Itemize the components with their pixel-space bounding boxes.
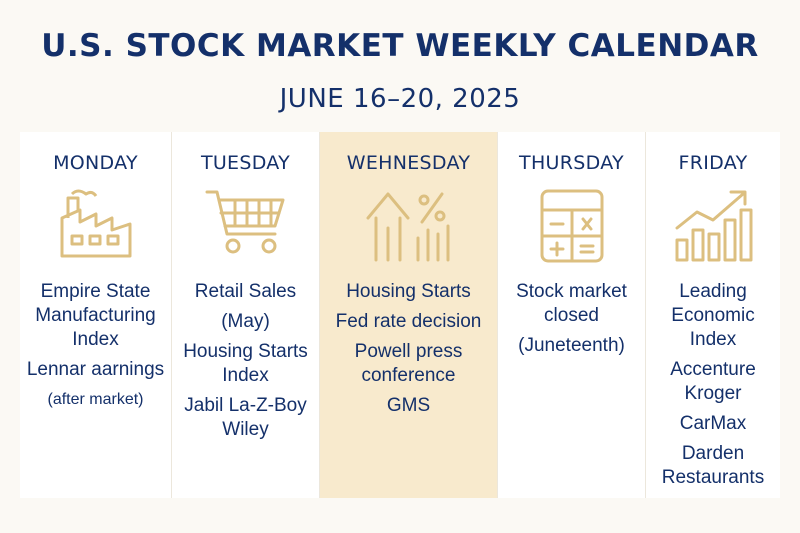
day-name: THURSDAY [519,152,624,174]
rising-chart-icon [675,190,753,262]
day-name: MONDAY [53,152,138,174]
event-item: CarMax [679,413,747,434]
events-list: Leading Economic Index Accenture Kroger … [650,280,776,496]
event-item: Lennar aarnings [26,359,165,380]
day-column-friday: FRIDAY Leading Economic Index Accenture … [646,132,780,498]
page-title: U.S. STOCK MARKET WEEKLY CALENDAR [41,28,759,64]
day-name: TUESDAY [200,152,291,174]
day-column-monday: MONDAY Empire State Manufacturing Index … [20,132,172,498]
event-item: Fed rate decision [335,311,482,332]
day-name: WEHNESDAY [346,152,471,174]
event-item: (after market) [47,391,144,408]
week-calendar: MONDAY Empire State Manufacturing Index … [20,132,780,498]
day-column-wednesday: WEHNESDAY Housing Starts Fed rate decisi… [320,132,498,498]
day-column-tuesday: TUESDAY Retail Sales (May) Housing Start… [172,132,320,498]
event-item: (Juneteenth) [518,335,625,356]
calculator-icon [540,189,603,263]
events-list: Stock market closed (Juneteenth) [502,280,641,364]
event-item: Powell press conference [354,341,463,386]
event-item: Jabil La-Z-Boy Wiley [184,395,307,440]
day-column-thursday: THURSDAY Stock market closed (Juneteenth… [498,132,646,498]
house-percent-icon [366,192,449,262]
event-item: GMS [386,395,431,416]
event-item: Empire State Manufacturing Index [35,281,156,350]
event-item: Leading Economic Index [671,281,755,350]
event-item: Housing Starts Index [183,341,308,386]
factory-icon [60,189,131,258]
date-range: JUNE 16–20, 2025 [279,84,521,114]
event-item: Stock market closed [516,281,627,326]
shopping-cart-icon [205,190,284,254]
event-item: Accenture Kroger [670,359,756,404]
events-list: Housing Starts Fed rate decision Powell … [324,280,493,424]
event-item: Darden Restaurants [661,443,765,488]
events-list: Empire State Manufacturing Index Lennar … [24,280,167,418]
event-item: (May) [221,311,270,332]
event-item: Retail Sales [194,281,297,302]
events-list: Retail Sales (May) Housing Starts Index … [176,280,315,448]
day-name: FRIDAY [678,152,748,174]
event-item: Housing Starts [346,281,471,302]
